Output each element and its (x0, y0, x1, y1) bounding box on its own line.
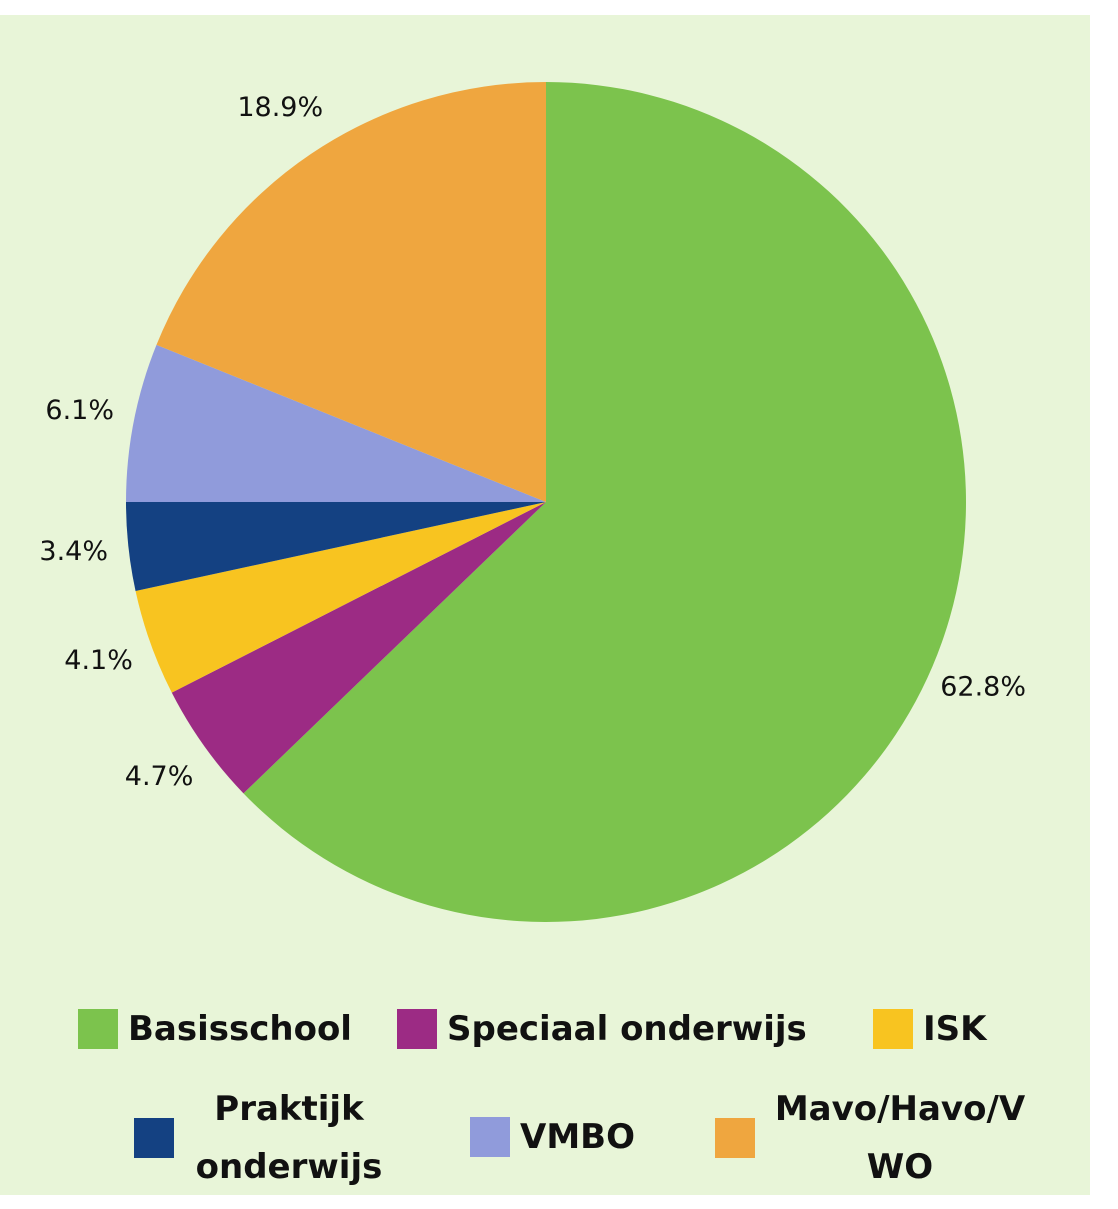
legend-swatch (397, 1009, 437, 1049)
legend-label: VMBO (520, 1117, 635, 1157)
legend-item: Basisschool (78, 1000, 352, 1058)
legend-swatch (134, 1118, 174, 1158)
data-label: 3.4% (39, 536, 108, 567)
data-label: 4.7% (125, 761, 194, 792)
data-label: 18.9% (237, 92, 323, 123)
legend-item: VMBO (470, 1108, 635, 1166)
pie-slice (243, 82, 966, 923)
legend-swatch (873, 1009, 913, 1049)
data-label: 6.1% (45, 395, 114, 426)
pie-slice (126, 502, 546, 592)
legend-item: Praktijk onderwijs (134, 1080, 394, 1196)
pie-slice (135, 502, 546, 693)
data-label: 62.8% (940, 671, 1026, 702)
legend-swatch (470, 1117, 510, 1157)
legend-label: ISK (923, 1009, 987, 1049)
legend-item: Speciaal onderwijs (397, 1000, 807, 1058)
legend-swatch (715, 1118, 755, 1158)
legend-item: ISK (873, 1000, 986, 1058)
legend-label: Speciaal onderwijs (447, 1009, 807, 1049)
legend-label: Praktijk onderwijs (195, 1089, 383, 1187)
data-label: 4.1% (64, 645, 133, 676)
legend-item: Mavo/Havo/VWO (715, 1080, 1035, 1196)
pie-slice (171, 502, 546, 794)
legend-label: Basisschool (128, 1009, 352, 1049)
legend-swatch (78, 1009, 118, 1049)
chart: 62.8% 4.7% 4.1% 3.4% 6.1% 18.9% (39, 82, 1026, 923)
pie-slice (156, 82, 547, 502)
legend-label: Mavo/Havo/VWO (774, 1089, 1026, 1187)
pie-slice (126, 344, 546, 502)
